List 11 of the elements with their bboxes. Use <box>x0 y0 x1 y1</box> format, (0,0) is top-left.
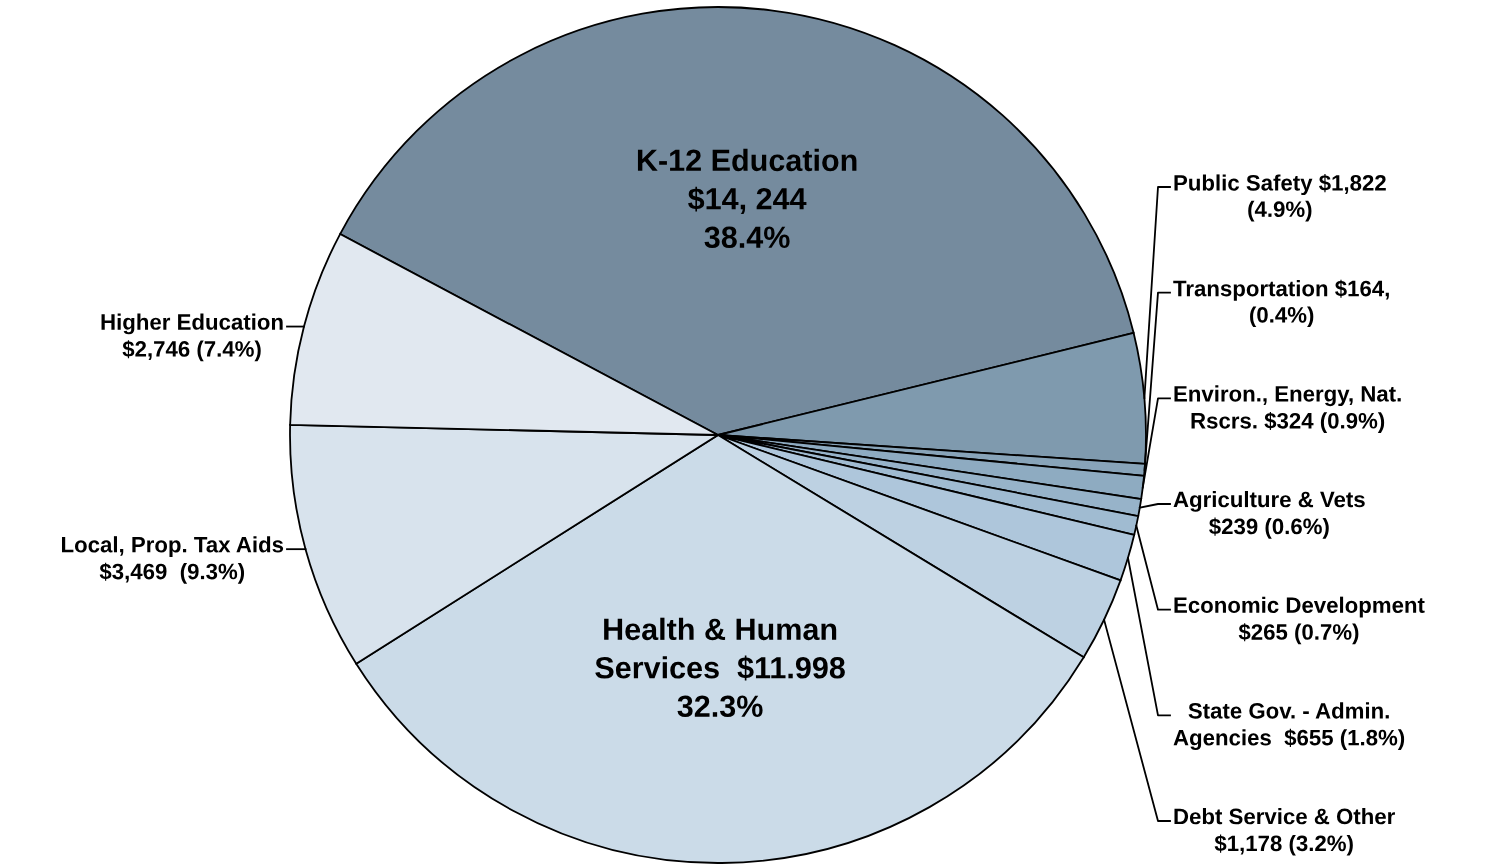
slice-label: Health & Human Services $11.998 32.3% <box>595 617 845 718</box>
slice-label: Higher Education $2,746 (7.4%) <box>101 313 283 362</box>
slice-label: Transportation $164, (0.4%) <box>1173 279 1389 328</box>
slice-label: Environ., Energy, Nat. Rscrs. $324 (0.9%) <box>1174 385 1401 434</box>
slice-label: Debt Service & Other $1,178 (3.2%) <box>1174 808 1395 856</box>
slice-label: Economic Development $265 (0.7%) <box>1174 596 1425 645</box>
slice-label: Public Safety $1,822 (4.9%) <box>1174 174 1386 222</box>
slice-label: K-12 Education $14, 244 38.4% <box>637 148 857 249</box>
slice-label: State Gov. - Admin. Agencies $655 (1.8%) <box>1173 702 1405 751</box>
slice-label: Local, Prop. Tax Aids $3,469 (9.3%) <box>62 536 284 584</box>
slice-label: Agriculture & Vets $239 (0.6%) <box>1173 491 1365 539</box>
